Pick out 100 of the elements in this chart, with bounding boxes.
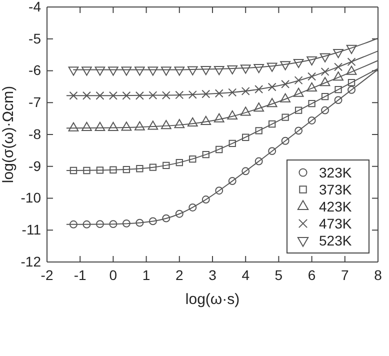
point bbox=[306, 56, 317, 66]
point bbox=[282, 114, 289, 121]
point bbox=[135, 91, 144, 100]
point bbox=[293, 58, 304, 68]
point bbox=[333, 49, 344, 58]
x-tick-label: 6 bbox=[308, 266, 316, 283]
point bbox=[108, 91, 118, 100]
point bbox=[254, 85, 264, 94]
point bbox=[255, 127, 262, 134]
point bbox=[308, 72, 316, 81]
point bbox=[108, 122, 118, 132]
point bbox=[122, 91, 131, 100]
point bbox=[189, 155, 196, 163]
point bbox=[149, 164, 156, 171]
point bbox=[202, 90, 210, 98]
point bbox=[254, 157, 263, 166]
point bbox=[175, 210, 184, 218]
point bbox=[174, 119, 185, 128]
point bbox=[321, 92, 329, 100]
x-tick-label: 4 bbox=[242, 266, 250, 283]
point bbox=[268, 147, 276, 156]
point bbox=[228, 88, 237, 97]
point bbox=[82, 122, 92, 132]
point bbox=[109, 220, 118, 228]
legend-label: 523K bbox=[319, 232, 352, 248]
point bbox=[96, 220, 104, 228]
point bbox=[122, 219, 130, 228]
point bbox=[266, 62, 278, 72]
point bbox=[148, 120, 158, 130]
point bbox=[96, 166, 104, 174]
point bbox=[136, 218, 144, 227]
point bbox=[215, 186, 224, 195]
point bbox=[94, 66, 106, 76]
y-tick-label: -6 bbox=[28, 62, 42, 78]
point bbox=[321, 106, 330, 114]
point bbox=[188, 90, 197, 99]
point bbox=[202, 151, 210, 158]
y-tick-label: -5 bbox=[28, 30, 42, 46]
x-tick-label: -1 bbox=[74, 266, 87, 283]
point bbox=[268, 82, 276, 92]
y-tick-label: -7 bbox=[28, 94, 42, 110]
point bbox=[175, 90, 184, 100]
point bbox=[348, 78, 356, 86]
point bbox=[216, 146, 223, 154]
point bbox=[68, 66, 79, 76]
point bbox=[82, 91, 91, 100]
point bbox=[308, 116, 316, 124]
y-tick-label: -12 bbox=[20, 253, 42, 270]
y-tick-label: -4 bbox=[28, 0, 42, 14]
point bbox=[214, 66, 224, 76]
point bbox=[320, 53, 330, 62]
x-tick-label: 3 bbox=[208, 266, 217, 283]
point bbox=[134, 66, 145, 76]
point bbox=[214, 89, 224, 98]
point bbox=[176, 158, 183, 166]
point bbox=[281, 136, 290, 145]
point bbox=[148, 66, 158, 76]
legend-label: 473K bbox=[319, 216, 352, 232]
point bbox=[228, 177, 236, 186]
x-axis-title: log(ω·s) bbox=[185, 291, 240, 308]
point bbox=[174, 66, 185, 76]
legend-label: 423K bbox=[319, 198, 352, 214]
point bbox=[240, 64, 251, 74]
y-tick-label: -9 bbox=[28, 158, 42, 174]
point bbox=[202, 196, 210, 204]
point bbox=[187, 117, 198, 127]
legend-label: 373K bbox=[319, 182, 352, 198]
x-tick-label: 5 bbox=[274, 266, 283, 283]
point bbox=[334, 86, 342, 94]
point bbox=[69, 91, 78, 100]
point bbox=[108, 66, 118, 76]
point bbox=[162, 91, 170, 100]
point bbox=[162, 162, 170, 169]
x-tick-label: 7 bbox=[341, 266, 349, 283]
point bbox=[320, 67, 330, 76]
point bbox=[82, 66, 92, 76]
point bbox=[334, 62, 343, 72]
x-tick-label: 1 bbox=[142, 266, 150, 283]
legend-label: 323K bbox=[319, 164, 352, 180]
y-tick-label: -11 bbox=[22, 222, 42, 238]
point bbox=[121, 66, 132, 76]
point bbox=[83, 166, 90, 174]
point bbox=[148, 217, 157, 226]
point bbox=[294, 76, 303, 85]
point bbox=[110, 166, 117, 174]
point bbox=[148, 91, 158, 100]
y-tick-label: -8 bbox=[28, 126, 42, 142]
point bbox=[268, 120, 276, 128]
point bbox=[94, 122, 106, 132]
y-axis-title: log(σ(ω)·Ωcm) bbox=[0, 86, 17, 184]
y-tick-label: -10 bbox=[20, 190, 42, 206]
x-tick-label: -2 bbox=[40, 266, 54, 283]
point bbox=[162, 214, 170, 222]
point bbox=[280, 61, 291, 70]
point bbox=[82, 220, 91, 228]
point bbox=[346, 44, 357, 54]
x-tick-label: 8 bbox=[374, 266, 382, 283]
x-tick-label: 2 bbox=[176, 266, 184, 283]
point bbox=[334, 96, 342, 104]
x-tick-label: 0 bbox=[109, 266, 118, 283]
